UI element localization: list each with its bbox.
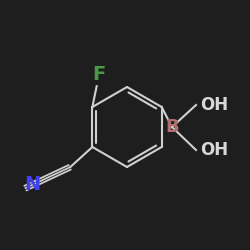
Text: F: F (92, 66, 106, 84)
Text: OH: OH (200, 96, 228, 114)
Text: OH: OH (200, 141, 228, 159)
Text: B: B (165, 118, 179, 136)
Text: N: N (24, 176, 40, 195)
